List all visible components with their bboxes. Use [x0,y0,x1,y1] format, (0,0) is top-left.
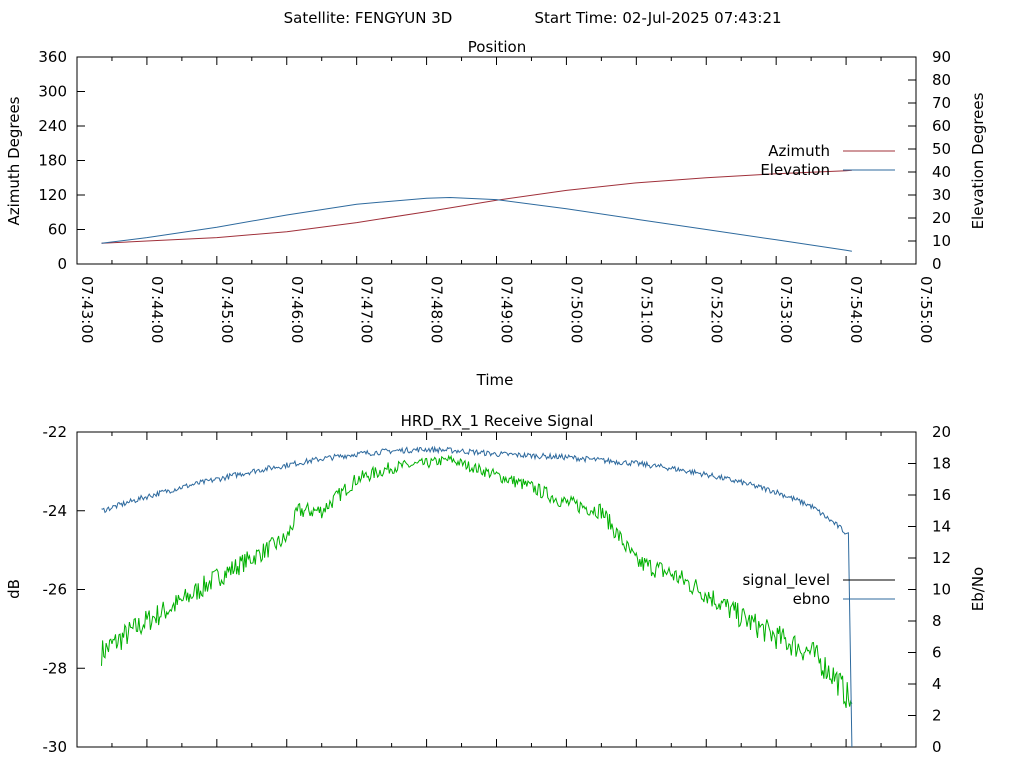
position-ytick-label: 120 [38,186,67,204]
position-chart: Position 0 60 120 180 240 300 360 0 10 20 30 40 50 60… [5,38,987,389]
position-y2tick-label: 50 [932,140,951,158]
position-xtick-label: 07:55:00 [917,276,935,343]
signal-chart-title: HRD_RX_1 Receive Signal [401,412,594,431]
position-ytick-label: 0 [57,255,67,273]
signal-y2-axis-label: Eb/No [969,567,987,611]
signal-y2tick-label: 4 [932,675,942,693]
signal-series-signal-level [101,454,853,708]
signal-legend: signal_level ebno [742,571,895,608]
signal-ytick-label: -24 [43,502,68,520]
position-ytick-label: 180 [38,152,67,170]
position-y2tick-label: 10 [932,232,951,250]
position-xtick-label: 07:45:00 [218,276,236,343]
position-series [101,169,852,252]
signal-y2tick-label: 10 [932,581,951,599]
signal-y2tick-label: 0 [932,738,942,756]
start-time-label: Start Time: 02-Jul-2025 07:43:21 [534,9,781,27]
signal-y2tick-label: 2 [932,707,942,725]
position-xtick-label: 07:44:00 [148,276,166,343]
position-xtick-label: 07:50:00 [567,276,585,343]
position-chart-title: Position [468,38,526,56]
signal-ytick-label: -22 [43,423,68,441]
signal-y2tick-label: 18 [932,455,951,473]
signal-chart: HRD_RX_1 Receive Signal -30 -28 -26 -24 -22 0… [5,412,987,756]
signal-y-axis-label: dB [5,579,23,599]
legend-elevation-label: Elevation [760,161,830,179]
signal-y2tick-label: 12 [932,549,951,567]
position-xtick-label: 07:52:00 [707,276,725,343]
signal-series [101,445,853,748]
position-xtick-label: 07:53:00 [777,276,795,343]
position-xtick-label: 07:48:00 [428,276,446,343]
position-y2tick-label: 30 [932,186,951,204]
position-xtick-label: 07:54:00 [847,276,865,343]
position-y2tick-label: 0 [932,255,942,273]
position-legend: Azimuth Elevation [760,142,895,179]
position-y2tick-label: 90 [932,48,951,66]
position-series-elevation [101,196,852,252]
position-y2tick-label: 60 [932,117,951,135]
signal-y2tick-label: 6 [932,644,942,662]
signal-y2tick-label: 14 [932,518,951,536]
position-ytick-label: 240 [38,117,67,135]
signal-axis-ticks: -30 -28 -26 -24 -22 0 2 4 6 8 10 12 14 16 18 20 [43,423,952,756]
signal-y2tick-label: 8 [932,612,942,630]
position-ytick-label: 60 [48,221,67,239]
legend-azimuth-label: Azimuth [768,142,830,160]
legend-signal-level-label: signal_level [742,571,830,590]
position-y2tick-label: 80 [932,71,951,89]
position-axis-ticks: 0 60 120 180 240 300 360 0 10 20 30 40 50 60 70 80 90 07:… [38,48,951,343]
legend-ebno-label: ebno [793,590,830,608]
satellite-label: Satellite: FENGYUN 3D [284,9,453,27]
position-y2tick-label: 40 [932,163,951,181]
signal-ytick-label: -30 [43,738,68,756]
position-y2-axis-label: Elevation Degrees [969,92,987,229]
signal-series-ebno [101,445,853,748]
signal-y2tick-label: 20 [932,423,951,441]
position-xtick-label: 07:47:00 [358,276,376,343]
position-x-axis-label: Time [476,371,514,389]
position-xtick-label: 07:46:00 [288,276,306,343]
position-y-axis-label: Azimuth Degrees [5,96,23,225]
position-ytick-label: 300 [38,83,67,101]
position-xtick-label: 07:49:00 [498,276,516,343]
position-xtick-label: 07:43:00 [78,276,96,343]
signal-y2tick-label: 16 [932,486,951,504]
signal-ytick-label: -26 [43,581,68,599]
position-xtick-label: 07:51:00 [637,276,655,343]
position-series-azimuth [101,169,852,244]
signal-ytick-label: -28 [43,659,68,677]
position-y2tick-label: 20 [932,209,951,227]
position-y2tick-label: 70 [932,94,951,112]
position-ytick-label: 360 [38,48,67,66]
